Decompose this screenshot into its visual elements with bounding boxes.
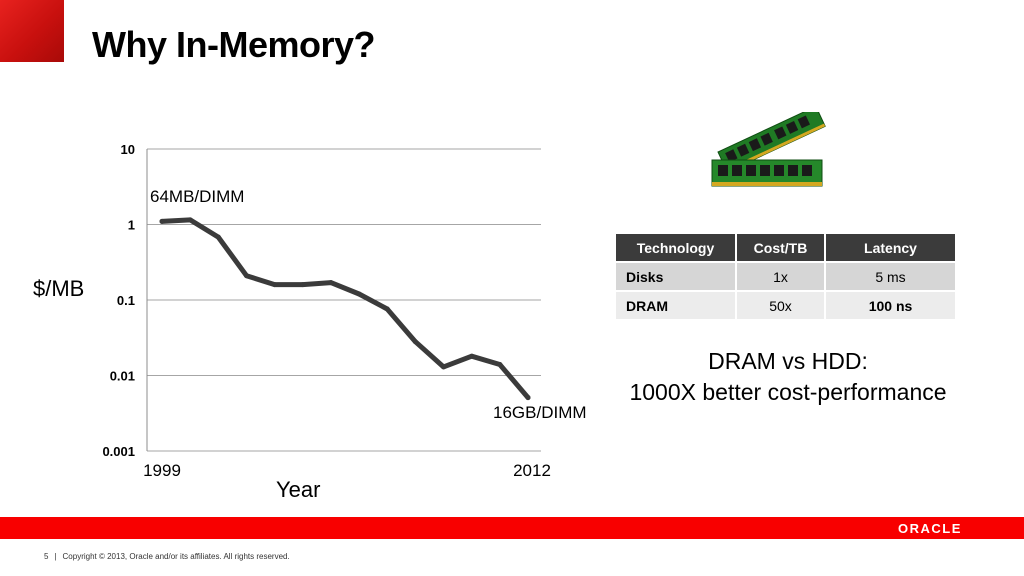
copyright-text: Copyright © 2013, Oracle and/or its affi… xyxy=(62,552,290,561)
page-number: 5 xyxy=(44,552,49,561)
table-header-row: Technology Cost/TB Latency xyxy=(616,234,957,262)
y-tick-label: 0.001 xyxy=(102,444,135,459)
brand-corner-square xyxy=(0,0,64,62)
ram-dimm-modules-icon xyxy=(711,112,826,187)
data-point xyxy=(328,280,334,286)
y-axis-label: $/MB xyxy=(33,276,85,301)
x-tick-label: 1999 xyxy=(143,461,181,480)
callout-text: DRAM vs HDD: 1000X better cost-performan… xyxy=(600,346,976,408)
footer-red-bar xyxy=(0,517,1024,539)
table-row: DRAM 50x 100 ns xyxy=(616,290,957,319)
y-tick-label: 1 xyxy=(128,218,135,233)
y-tick-label: 0.1 xyxy=(117,293,135,308)
y-tick-label: 10 xyxy=(121,142,135,157)
x-axis-label: Year xyxy=(276,477,321,502)
table-cell: 5 ms xyxy=(825,261,957,291)
table-row: Disks 1x 5 ms xyxy=(616,261,957,291)
series-line xyxy=(159,217,531,401)
slide-title: Why In-Memory? xyxy=(92,24,376,65)
y-tick-label: 0.01 xyxy=(110,369,135,384)
oracle-logo: ORACLE xyxy=(898,521,962,536)
data-point xyxy=(215,234,221,240)
table-cell: Disks xyxy=(616,261,737,291)
table-header: Cost/TB xyxy=(736,234,826,262)
technology-comparison-table: Technology Cost/TB Latency Disks 1x 5 ms… xyxy=(616,234,957,319)
table-cell: DRAM xyxy=(616,290,737,319)
table-header: Latency xyxy=(825,234,957,262)
data-point xyxy=(525,395,531,401)
callout-line-1: DRAM vs HDD: xyxy=(708,348,868,374)
data-point xyxy=(441,364,447,370)
footer: 5 | Copyright © 2013, Oracle and/or its af… xyxy=(44,552,290,561)
data-point xyxy=(497,361,503,367)
annotation-end: 16GB/DIMM xyxy=(493,403,587,422)
price-per-mb-chart: 10 1 0.1 0.01 0.001 1999 2012 xyxy=(102,142,551,480)
annotation-start: 64MB/DIMM xyxy=(150,187,245,206)
callout-line-2: 1000X better cost-performance xyxy=(629,379,947,405)
data-point xyxy=(272,282,278,288)
data-point xyxy=(300,282,306,288)
table-header: Technology xyxy=(616,234,737,262)
data-point xyxy=(469,353,475,359)
data-point xyxy=(384,306,390,312)
data-point xyxy=(187,217,193,223)
data-point xyxy=(356,291,362,297)
data-point xyxy=(159,218,165,224)
table-cell: 50x xyxy=(736,290,826,319)
data-point xyxy=(412,339,418,345)
x-tick-label: 2012 xyxy=(513,461,551,480)
table-cell: 1x xyxy=(736,261,826,291)
data-point xyxy=(243,273,249,279)
table-cell: 100 ns xyxy=(825,290,957,319)
